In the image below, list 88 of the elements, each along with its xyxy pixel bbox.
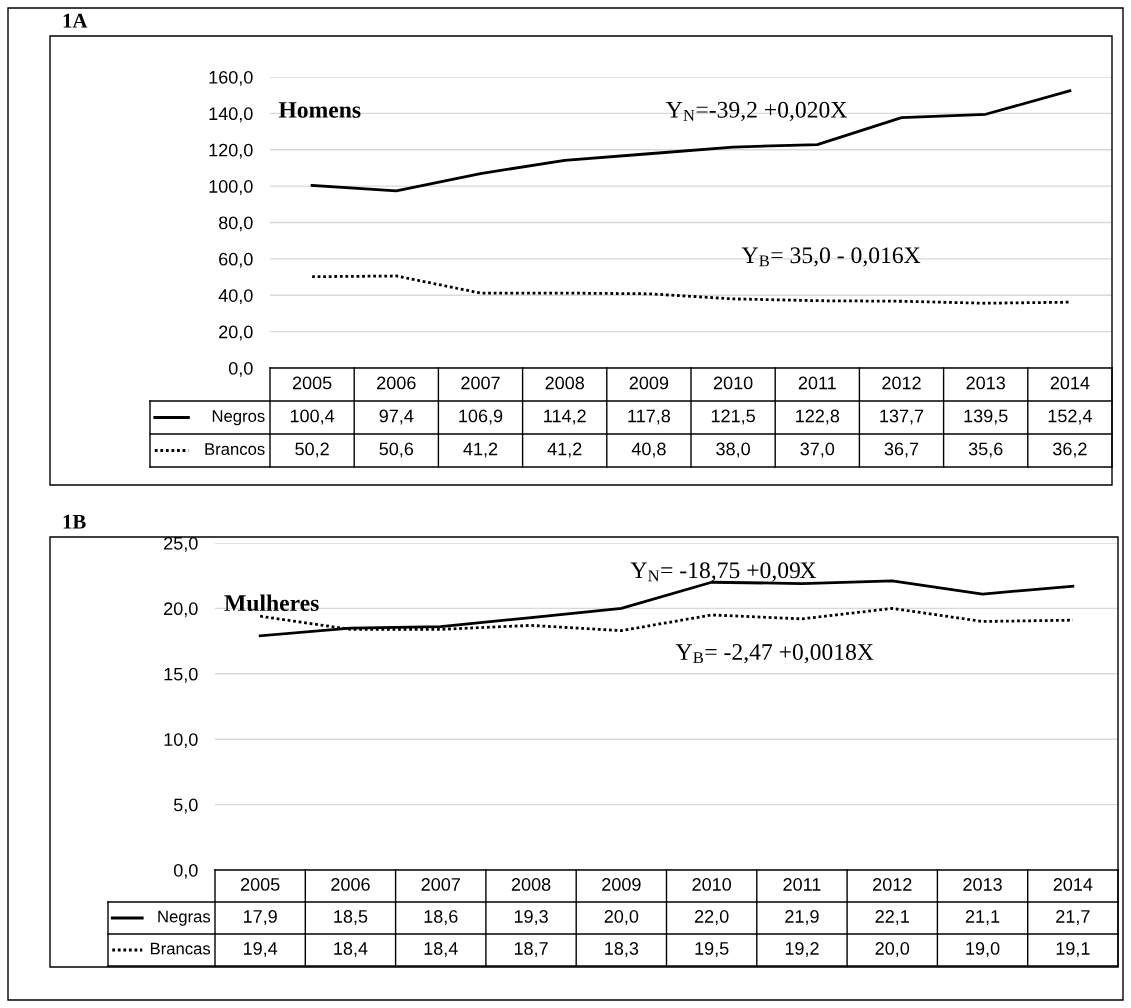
y-tick-label: 10,0: [164, 733, 198, 749]
x-tick-label: 2012: [873, 878, 912, 891]
data-label: 114,2: [544, 409, 586, 425]
legend-label: Brancas: [150, 942, 211, 955]
x-tick-label: 2009: [602, 878, 641, 891]
data-label: 152,4: [1048, 409, 1092, 425]
x-tick-label: 2007: [421, 878, 460, 891]
x-tick-label: 2010: [713, 376, 753, 390]
annotation: Y$_{B}$= 35,0 - 0,016X: [741, 247, 921, 267]
y-tick-label: 0,0: [173, 863, 198, 879]
data-label: 22,0: [694, 910, 729, 925]
data-label: 19,2: [785, 942, 819, 957]
y-tick-label: 20,0: [219, 325, 253, 341]
x-tick-label: 2006: [331, 878, 370, 891]
data-label: 117,8: [628, 409, 671, 425]
data-label: 18,4: [424, 942, 458, 957]
data-label: 19,1: [1056, 942, 1090, 957]
data-label: 18,5: [334, 910, 368, 925]
data-label: 36,7: [884, 442, 919, 458]
data-label: 139,5: [964, 409, 1008, 425]
x-tick-label: 2013: [966, 376, 1005, 390]
data-label: 122,8: [796, 409, 840, 425]
y-tick-label: 15,0: [164, 667, 198, 683]
x-tick-label: 2008: [511, 878, 551, 891]
data-label: 41,2: [463, 442, 498, 458]
y-tick-label: 80,0: [218, 216, 253, 232]
x-tick-label: 2012: [882, 376, 921, 390]
x-tick-label: 2008: [545, 376, 584, 390]
data-label: 20,0: [875, 942, 910, 957]
x-tick-label: 2005: [240, 878, 280, 891]
y-tick-label: 40,0: [218, 289, 253, 305]
x-tick-label: 2005: [292, 376, 332, 390]
data-label: 41,2: [547, 442, 582, 458]
data-label: 50,6: [379, 442, 414, 458]
x-tick-label: 2014: [1050, 376, 1090, 390]
annotation: Homens: [278, 102, 361, 118]
y-tick-label: 120,0: [209, 143, 253, 159]
data-label: 40,8: [631, 442, 666, 458]
data-label: 18,3: [605, 942, 639, 957]
annotation: Y$_{B}$= -2,47 +0,0018X: [675, 644, 874, 664]
data-label: 20,0: [604, 910, 639, 925]
data-label: 121,5: [711, 409, 755, 425]
y-tick-label: 5,0: [173, 798, 198, 814]
data-label: 19,4: [243, 942, 278, 957]
data-label: 21,1: [965, 910, 1000, 925]
line-series: [310, 274, 1072, 305]
data-label: 22,1: [875, 910, 909, 925]
data-label: 18,6: [424, 910, 458, 925]
annotation: Y$_{N}$= -18,75 +0,09X: [630, 562, 817, 582]
y-tick-label: 60,0: [219, 252, 253, 268]
x-tick-label: 2006: [377, 376, 416, 390]
y-tick-label: 0,0: [228, 361, 253, 377]
y-tick-label: 140,0: [209, 107, 253, 123]
x-tick-label: 2011: [798, 376, 836, 390]
data-label: 50,2: [295, 442, 329, 458]
data-label: 100,4: [290, 409, 335, 425]
y-tick-label: 100,0: [209, 180, 253, 195]
data-label: 18,4: [334, 942, 368, 957]
data-label: 21,7: [1056, 910, 1090, 925]
data-label: 137,7: [880, 409, 924, 425]
x-tick-label: 2014: [1053, 878, 1093, 891]
data-label: 36,2: [1053, 442, 1087, 458]
x-tick-label: 2010: [692, 878, 732, 891]
data-label: 19,0: [966, 942, 1000, 957]
data-label: 21,9: [785, 910, 819, 925]
text: 1A: [63, 13, 88, 28]
x-tick-label: 2011: [783, 878, 821, 891]
data-label: 38,0: [716, 442, 750, 458]
y-tick-label: 25,0: [164, 536, 198, 552]
x-tick-label: 2007: [461, 376, 500, 390]
chart-title: 1B: [63, 514, 86, 529]
x-tick-label: 2009: [629, 376, 669, 390]
data-label: 106,9: [459, 409, 503, 425]
y-tick-label: 160,0: [209, 70, 253, 86]
legend-label: Negras: [158, 910, 211, 926]
x-tick-label: 2013: [963, 878, 1002, 891]
data-label: 19,3: [514, 910, 548, 925]
data-label: 97,4: [379, 409, 414, 425]
annotation: Y$_{N}$=-39,2 +0,020X: [666, 101, 847, 122]
legend-label: Brancos: [205, 443, 265, 455]
data-label: 35,6: [968, 442, 1003, 458]
data-label: 19,5: [695, 942, 729, 957]
data-label: 18,7: [514, 942, 548, 957]
legend-label: Negros: [212, 410, 265, 426]
data-label: 17,9: [243, 910, 277, 925]
data-label: 37,0: [800, 442, 835, 458]
y-tick-label: 20,0: [164, 602, 198, 618]
annotation: Mulheres: [224, 594, 319, 612]
